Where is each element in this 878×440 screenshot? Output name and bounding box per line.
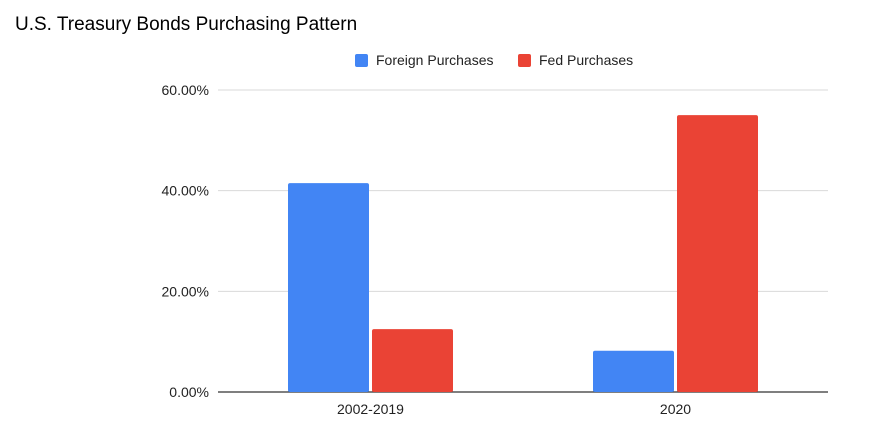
legend-item-fed-purchases[interactable]: Fed Purchases: [518, 50, 633, 70]
bar-foreign-purchases-0[interactable]: [288, 183, 369, 392]
y-tick-label: 0.00%: [169, 384, 209, 400]
y-tick-label: 40.00%: [162, 183, 209, 199]
legend-label-fed-purchases: Fed Purchases: [539, 52, 634, 68]
legend-label-foreign-purchases: Foreign Purchases: [376, 52, 494, 68]
legend: Foreign Purchases Fed Purchases: [0, 50, 878, 70]
legend-swatch-foreign-purchases: [355, 53, 368, 67]
bar-fed-purchases-0[interactable]: [372, 329, 453, 392]
y-tick-label: 60.00%: [162, 82, 209, 98]
bar-foreign-purchases-1[interactable]: [593, 350, 674, 392]
y-tick-label: 20.00%: [162, 283, 209, 299]
legend-swatch-fed-purchases: [518, 53, 531, 67]
x-tick-label: 2002-2019: [337, 401, 404, 417]
x-tick-label: 2020: [660, 401, 691, 417]
legend-item-foreign-purchases[interactable]: Foreign Purchases: [355, 50, 494, 70]
chart-title: U.S. Treasury Bonds Purchasing Pattern: [15, 14, 358, 35]
bar-fed-purchases-1[interactable]: [677, 115, 758, 393]
